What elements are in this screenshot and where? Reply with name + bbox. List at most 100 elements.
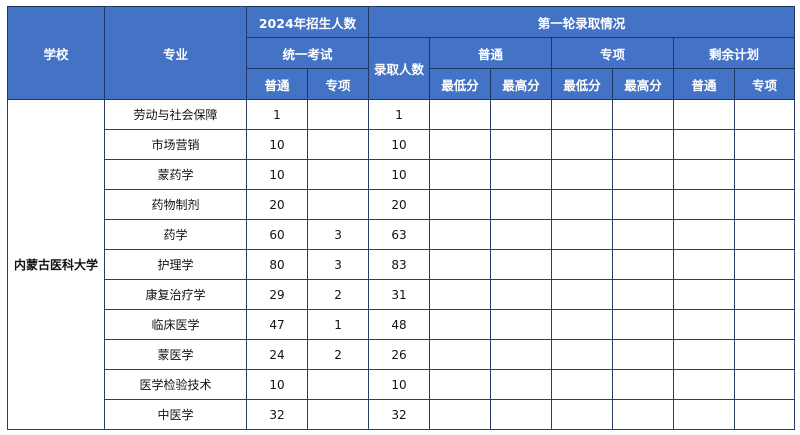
regular-count-cell: 1 (246, 99, 308, 130)
table-row: 市场营销 10 10 (8, 129, 796, 160)
special-count-cell (306, 99, 370, 130)
table-row: 医学检验技术 10 10 (8, 369, 796, 400)
major-cell: 医学检验技术 (104, 369, 247, 400)
first-round-empty-cell (429, 249, 492, 280)
header-remaining-regular: 普通 (673, 68, 736, 100)
header-fr-special: 专项 (551, 37, 675, 69)
first-round-empty-cell (612, 129, 675, 160)
first-round-empty-cell (734, 279, 796, 310)
first-round-empty-cell (612, 369, 675, 400)
regular-count-cell: 32 (246, 399, 308, 430)
major-cell: 康复治疗学 (104, 279, 247, 310)
first-round-empty-cell (490, 189, 553, 220)
first-round-empty-cell (429, 339, 492, 370)
special-count-cell: 1 (306, 309, 370, 340)
first-round-empty-cell (429, 399, 492, 430)
first-round-empty-cell (490, 159, 553, 190)
table-row: 蒙医学 24 2 26 (8, 339, 796, 370)
header-unified-exam: 统一考试 (245, 37, 370, 69)
first-round-empty-cell (551, 219, 614, 250)
admitted-count-cell: 83 (368, 249, 431, 280)
major-cell: 临床医学 (104, 309, 247, 340)
table-row: 康复治疗学 29 2 31 (8, 279, 796, 310)
first-round-empty-cell (612, 189, 675, 220)
first-round-empty-cell (673, 249, 736, 280)
header-special-min: 最低分 (551, 68, 614, 100)
admissions-table: 学校 专业 2024年招生人数 第一轮录取情况 统一考试 录取人数 普通 专项 … (7, 6, 796, 430)
major-cell: 蒙医学 (104, 339, 247, 370)
admitted-count-cell: 32 (368, 399, 431, 430)
admitted-count-cell: 63 (368, 219, 431, 250)
first-round-empty-cell (734, 189, 796, 220)
table-row: 蒙药学 10 10 (8, 159, 796, 190)
first-round-empty-cell (612, 309, 675, 340)
regular-count-cell: 80 (246, 249, 308, 280)
table-row: 护理学 80 3 83 (8, 249, 796, 280)
first-round-empty-cell (673, 369, 736, 400)
table-body: 内蒙古医科大学 劳动与社会保障 1 1 市场营销 10 10 蒙药学 10 10 药物制剂 20 20 药… (7, 99, 796, 430)
header-regular-min: 最低分 (429, 68, 492, 100)
major-cell: 劳动与社会保障 (104, 99, 247, 130)
first-round-empty-cell (673, 159, 736, 190)
first-round-empty-cell (490, 369, 553, 400)
first-round-empty-cell (551, 159, 614, 190)
header-school: 学校 (7, 6, 105, 100)
regular-count-cell: 24 (246, 339, 308, 370)
regular-count-cell: 20 (246, 189, 308, 220)
first-round-empty-cell (734, 219, 796, 250)
regular-count-cell: 47 (246, 309, 308, 340)
table-row: 内蒙古医科大学 劳动与社会保障 1 1 (7, 99, 796, 430)
regular-count-cell: 10 (246, 129, 308, 160)
first-round-empty-cell (673, 189, 736, 220)
first-round-empty-cell (429, 309, 492, 340)
header-major: 专业 (104, 6, 247, 100)
table-row: 临床医学 47 1 48 (8, 309, 796, 340)
first-round-empty-cell (673, 309, 736, 340)
first-round-empty-cell (673, 399, 736, 430)
first-round-empty-cell (734, 399, 796, 430)
first-round-empty-cell (612, 339, 675, 370)
special-count-cell: 2 (306, 339, 370, 370)
table-row: 药物制剂 20 20 (8, 189, 796, 220)
major-cell: 市场营销 (104, 129, 247, 160)
header-admitted: 录取人数 (368, 37, 431, 100)
first-round-empty-cell (429, 99, 492, 130)
first-round-empty-cell (673, 339, 736, 370)
first-round-empty-cell (429, 369, 492, 400)
major-cell: 护理学 (104, 249, 247, 280)
first-round-empty-cell (734, 159, 796, 190)
school-name-cell: 内蒙古医科大学 (7, 99, 105, 430)
first-round-empty-cell (612, 399, 675, 430)
first-round-empty-cell (734, 369, 796, 400)
first-round-empty-cell (551, 279, 614, 310)
first-round-empty-cell (429, 129, 492, 160)
regular-count-cell: 29 (246, 279, 308, 310)
first-round-empty-cell (551, 339, 614, 370)
first-round-empty-cell (551, 309, 614, 340)
first-round-empty-cell (734, 339, 796, 370)
first-round-empty-cell (429, 219, 492, 250)
first-round-empty-cell (673, 99, 736, 130)
special-count-cell (306, 369, 370, 400)
special-count-cell: 3 (306, 219, 370, 250)
admitted-count-cell: 31 (368, 279, 431, 310)
header-regular-max: 最高分 (490, 68, 553, 100)
major-cell: 药学 (104, 219, 247, 250)
first-round-empty-cell (612, 99, 675, 130)
first-round-empty-cell (673, 279, 736, 310)
special-count-cell (306, 189, 370, 220)
header-remaining: 剩余计划 (673, 37, 796, 69)
admitted-count-cell: 48 (368, 309, 431, 340)
special-count-cell (306, 129, 370, 160)
special-count-cell (306, 159, 370, 190)
first-round-empty-cell (429, 159, 492, 190)
major-cell: 中医学 (104, 399, 247, 430)
table-row: 中医学 32 32 (8, 399, 796, 430)
first-round-empty-cell (734, 99, 796, 130)
first-round-empty-cell (490, 99, 553, 130)
admitted-count-cell: 1 (368, 99, 431, 130)
header-special-max: 最高分 (612, 68, 675, 100)
special-count-cell: 2 (306, 279, 370, 310)
first-round-empty-cell (734, 129, 796, 160)
first-round-empty-cell (551, 99, 614, 130)
